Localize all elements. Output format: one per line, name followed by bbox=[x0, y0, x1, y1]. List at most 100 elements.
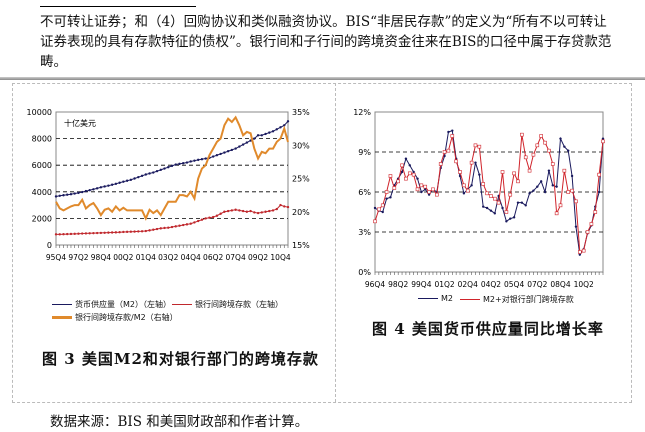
x-tick-label: 99Q4 bbox=[411, 280, 431, 289]
data-point bbox=[508, 192, 513, 197]
data-point bbox=[283, 124, 286, 127]
data-point bbox=[558, 203, 563, 208]
data-point bbox=[260, 134, 264, 137]
data-point bbox=[58, 233, 61, 236]
unit-annotation: 十亿美元 bbox=[64, 118, 96, 128]
data-point bbox=[129, 178, 133, 182]
data-point bbox=[223, 151, 226, 154]
data-point bbox=[62, 194, 65, 197]
x-tick-label: 96Q4 bbox=[365, 280, 385, 289]
legend-item-crossborder: 银行间跨境存款（左轴） bbox=[172, 299, 283, 310]
data-point bbox=[129, 230, 133, 233]
data-point bbox=[215, 154, 219, 157]
data-point bbox=[535, 143, 540, 148]
data-point bbox=[385, 197, 388, 200]
y-right-tick-label: 30% bbox=[292, 141, 310, 150]
data-point bbox=[279, 126, 282, 129]
data-point bbox=[412, 170, 415, 174]
data-point bbox=[585, 230, 590, 234]
data-point bbox=[107, 184, 110, 187]
data-point bbox=[144, 173, 148, 176]
data-point bbox=[373, 219, 377, 224]
y-right-tick-label: 20% bbox=[292, 208, 310, 217]
data-point bbox=[489, 194, 493, 198]
data-point bbox=[148, 172, 151, 175]
data-point bbox=[268, 131, 271, 134]
data-point bbox=[174, 163, 177, 166]
data-point bbox=[264, 210, 267, 213]
data-point bbox=[189, 160, 192, 163]
legend-label: 货币供应量（M2）（左轴） bbox=[75, 300, 171, 309]
data-point bbox=[264, 132, 267, 136]
y-tick-label: 6% bbox=[358, 188, 371, 197]
data-point bbox=[103, 231, 106, 234]
footnote-paragraph: 不可转让证券；和（4）回购协议和类似融资协议。BIS“非居民存款”的定义为“所有… bbox=[40, 14, 612, 70]
data-point bbox=[528, 192, 531, 195]
data-point bbox=[396, 179, 400, 184]
x-tick-label: 08Q4 bbox=[550, 280, 570, 289]
data-point bbox=[478, 173, 481, 176]
data-point bbox=[95, 187, 99, 190]
data-point bbox=[234, 147, 237, 150]
data-point bbox=[245, 141, 249, 144]
data-point bbox=[447, 130, 450, 134]
data-point bbox=[155, 227, 159, 231]
data-point bbox=[380, 203, 385, 208]
y-tick-label: 0 bbox=[47, 241, 52, 250]
data-point bbox=[152, 171, 155, 174]
data-point bbox=[381, 210, 384, 214]
series-line-0 bbox=[55, 120, 289, 197]
data-point bbox=[601, 137, 605, 140]
y-tick-label: 6000 bbox=[32, 161, 52, 170]
data-point bbox=[581, 248, 586, 253]
data-point bbox=[66, 193, 69, 196]
x-tick-label: 04Q4 bbox=[181, 253, 201, 262]
data-point bbox=[80, 190, 84, 194]
data-point bbox=[62, 233, 65, 236]
data-point bbox=[547, 169, 551, 172]
x-tick-label: 06Q2 bbox=[203, 253, 223, 262]
data-point bbox=[384, 190, 389, 194]
data-point bbox=[77, 191, 80, 195]
data-point bbox=[137, 175, 140, 179]
data-point bbox=[427, 190, 431, 194]
data-point bbox=[520, 201, 524, 204]
data-point bbox=[523, 155, 528, 160]
data-point bbox=[400, 170, 404, 174]
x-tick-label: 01Q2 bbox=[434, 280, 454, 289]
data-point bbox=[559, 137, 562, 140]
data-point bbox=[593, 210, 598, 214]
data-point bbox=[377, 207, 381, 212]
data-point bbox=[193, 221, 196, 224]
data-point bbox=[208, 216, 211, 219]
data-point bbox=[88, 189, 91, 192]
data-point bbox=[140, 174, 144, 178]
data-point bbox=[249, 209, 252, 213]
data-point bbox=[275, 128, 278, 131]
y-tick-label: 9% bbox=[358, 148, 371, 157]
data-point bbox=[95, 231, 99, 235]
data-point bbox=[492, 196, 497, 201]
data-point bbox=[567, 149, 570, 152]
data-point bbox=[524, 204, 527, 207]
x-tick-label: 98Q4 bbox=[91, 253, 111, 262]
data-point bbox=[238, 145, 241, 148]
data-point bbox=[407, 171, 412, 176]
data-point bbox=[226, 150, 230, 153]
data-point bbox=[66, 232, 69, 236]
data-point bbox=[167, 226, 170, 229]
data-point bbox=[226, 209, 230, 213]
data-point bbox=[550, 162, 555, 166]
data-point bbox=[133, 230, 136, 233]
legend-item-m2plus: M2+对银行部门跨境存款 bbox=[460, 294, 574, 305]
legend-item-m2: 货币供应量（M2）（左轴） bbox=[52, 299, 171, 310]
data-point bbox=[512, 171, 516, 176]
data-point bbox=[118, 181, 121, 184]
data-point bbox=[404, 157, 408, 160]
data-point bbox=[481, 182, 486, 186]
data-point bbox=[501, 206, 504, 210]
data-point bbox=[527, 168, 532, 173]
data-point bbox=[256, 134, 260, 137]
data-point bbox=[137, 230, 140, 233]
data-point bbox=[196, 158, 200, 162]
